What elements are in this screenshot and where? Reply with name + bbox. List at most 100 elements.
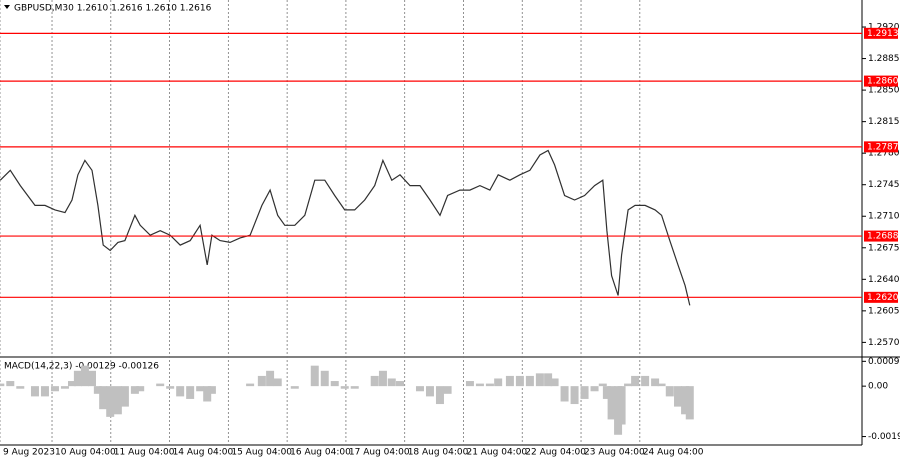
macd-bar: [87, 370, 96, 387]
macd-bar: [99, 386, 108, 410]
macd-bar: [590, 386, 599, 392]
macd-bar: [290, 386, 299, 389]
macd-bar: [156, 383, 165, 387]
macd-bar: [370, 375, 379, 387]
macd-bar: [0, 383, 5, 387]
macd-bar: [485, 383, 494, 387]
x-tick-label: 23 Aug 04:00: [584, 448, 645, 458]
chart-title: GBPUSD,M30 1.2610 1.2616 1.2610 1.2616: [14, 4, 212, 14]
macd-bar: [641, 375, 650, 387]
macd-bar: [607, 386, 616, 420]
x-tick-label: 14 Aug 04:00: [173, 448, 234, 458]
y-tick-label: -0.00197: [868, 432, 900, 442]
x-tick-label: 11 Aug 04:00: [114, 448, 175, 458]
macd-bar: [443, 386, 452, 394]
level-label: 1.2787: [867, 142, 899, 152]
macd-bar: [93, 386, 102, 394]
macd-bar: [80, 365, 89, 387]
x-tick-label: 9 Aug 2023: [3, 448, 55, 458]
macd-bar: [598, 383, 607, 387]
macd-bar: [120, 386, 129, 407]
y-tick-label: 1.2745: [868, 180, 900, 190]
macd-bar: [674, 386, 683, 407]
macd-bar: [186, 386, 195, 399]
level-label-box: [864, 27, 898, 39]
level-label-box: [864, 291, 898, 303]
macd-bar: [415, 386, 424, 392]
macd-bar: [580, 386, 589, 399]
macd-bar: [330, 381, 339, 387]
macd-bar: [73, 370, 82, 387]
macd-bar: [176, 386, 185, 397]
macd-bar: [266, 370, 275, 387]
y-tick-label: 1.2780: [868, 149, 900, 159]
macd-bar: [685, 386, 694, 420]
macd-bar: [525, 375, 534, 387]
macd-bar: [50, 386, 59, 392]
x-tick-label: 17 Aug 04:00: [349, 448, 410, 458]
macd-bar: [207, 386, 216, 394]
y-tick-label: 1.2885: [868, 54, 900, 64]
macd-bar: [320, 370, 329, 387]
price-line: [0, 149, 691, 306]
macd-bar: [550, 378, 559, 387]
macd-bar: [651, 378, 660, 387]
macd-bar: [617, 386, 626, 425]
level-label: 1.2688: [867, 232, 899, 242]
macd-bar: [350, 386, 359, 389]
macd-bar: [113, 386, 122, 415]
level-label-box: [864, 75, 898, 87]
y-tick-label: 1.2640: [868, 275, 900, 285]
macd-bar: [196, 386, 205, 392]
level-label-box: [864, 230, 898, 242]
y-tick-label: 1.2675: [868, 243, 900, 253]
macd-bar: [246, 383, 255, 387]
macd-bar: [515, 375, 524, 387]
macd-bar: [40, 386, 49, 397]
macd-bar: [203, 386, 212, 402]
macd-bar: [602, 386, 611, 399]
macd-bar: [505, 375, 514, 387]
macd-bar: [535, 373, 544, 387]
macd-bar: [544, 373, 553, 387]
macd-bar: [60, 386, 69, 389]
macd-bar: [166, 386, 175, 389]
macd-bar: [6, 381, 15, 387]
y-tick-label: 0.00097: [868, 357, 900, 367]
x-tick-label: 24 Aug 04:00: [643, 448, 704, 458]
macd-bar: [665, 386, 674, 397]
macd-bar: [657, 383, 666, 387]
macd-bar: [435, 386, 444, 405]
x-tick-label: 15 Aug 04:00: [231, 448, 292, 458]
macd-bar: [378, 370, 387, 387]
x-tick-label: 18 Aug 04:00: [408, 448, 469, 458]
macd-bar: [130, 386, 139, 394]
macd-bar: [570, 386, 579, 405]
y-tick-label: 0.00: [868, 382, 888, 392]
macd-bar: [425, 386, 434, 397]
macd-bar: [136, 386, 145, 392]
macd-bar: [340, 386, 349, 389]
macd-bar: [387, 378, 396, 387]
macd-bar: [494, 378, 503, 387]
macd-bar: [475, 383, 484, 387]
level-label: 1.2913: [867, 29, 899, 39]
macd-bar: [16, 386, 25, 389]
x-tick-label: 16 Aug 04:00: [290, 448, 351, 458]
y-tick-label: 1.2710: [868, 212, 900, 222]
macd-bar: [465, 381, 474, 387]
macd-bar: [30, 386, 39, 397]
y-tick-label: 1.2570: [868, 338, 900, 348]
macd-bar: [395, 381, 404, 387]
x-tick-label: 21 Aug 04:00: [466, 448, 527, 458]
x-tick-label: 22 Aug 04:00: [525, 448, 586, 458]
macd-bar: [257, 375, 266, 387]
y-tick-label: 1.2815: [868, 117, 900, 127]
menu-triangle: [4, 5, 10, 9]
level-label-box: [864, 141, 898, 153]
macd-bar: [624, 383, 633, 387]
macd-bar: [106, 386, 115, 417]
level-label: 1.2860: [867, 77, 899, 87]
level-label: 1.2620: [867, 293, 899, 303]
